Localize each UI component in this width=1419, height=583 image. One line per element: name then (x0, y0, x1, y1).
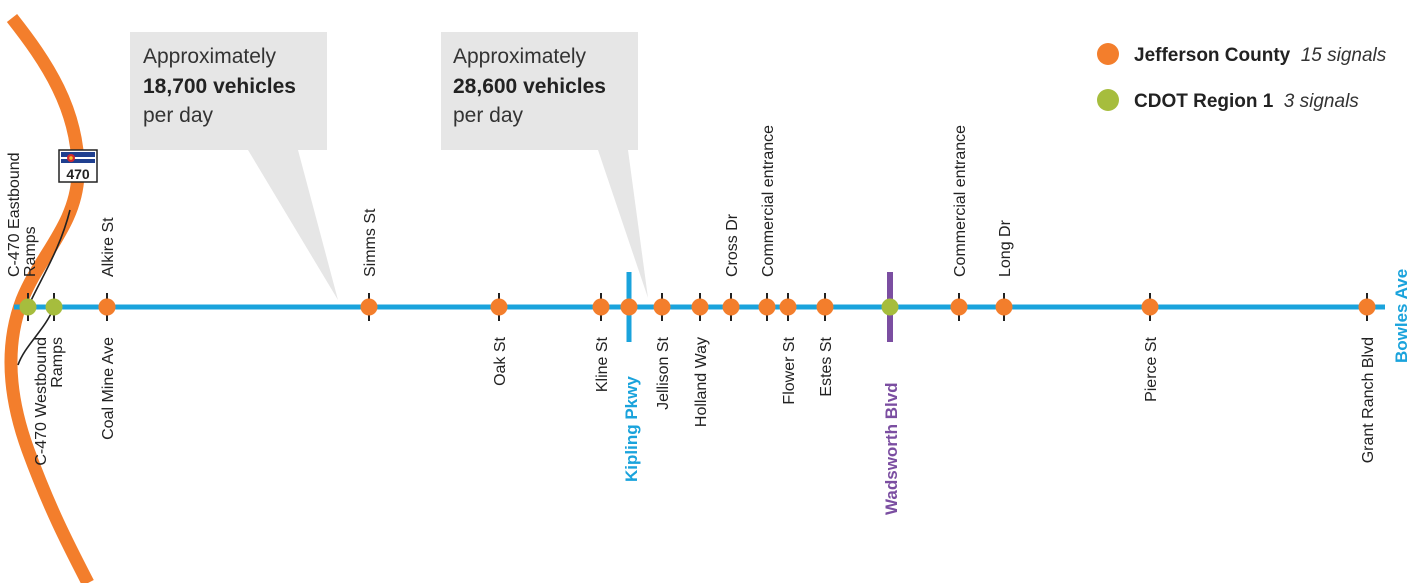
street-label-commercial-2: Commercial entrance (952, 125, 969, 277)
legend-dot-jefferson (1097, 43, 1119, 65)
callout-vehicles: 28,600 vehicles (453, 75, 606, 98)
street-label-holland: Holland Way (693, 337, 710, 427)
callout-vehicles: 18,700 vehicles (143, 75, 296, 98)
street-label-long-dr: Long Dr (997, 219, 1014, 277)
street-label-coal-mine: Coal Mine Ave (100, 337, 117, 440)
legend-detail: 15 signals (1301, 45, 1387, 66)
street-label-pierce: Pierce St (1143, 336, 1160, 401)
callout-line3: per day (453, 104, 524, 127)
street-label-kline: Kline St (594, 336, 611, 392)
street-label-oak: Oak St (492, 336, 509, 385)
bowles-ave-label: Bowles Ave (1392, 269, 1411, 363)
legend-detail: 3 signals (1284, 91, 1359, 112)
shield-number: 470 (66, 166, 90, 182)
street-label-alkire: Alkire St (100, 217, 117, 277)
signal-cross-dr[interactable] (722, 298, 740, 316)
signal-coal-mine[interactable] (98, 298, 116, 316)
street-label-simms: Simms St (362, 208, 379, 277)
signal-kipling[interactable] (620, 298, 638, 316)
callout-line3: per day (143, 104, 214, 127)
signal-estes[interactable] (816, 298, 834, 316)
signal-commercial-2[interactable] (950, 298, 968, 316)
signal-c470-wb[interactable] (45, 298, 63, 316)
callout-line1: Approximately (453, 45, 587, 68)
legend-name: Jefferson County (1134, 45, 1291, 66)
signal-pierce[interactable] (1141, 298, 1159, 316)
street-label-commercial-1: Commercial entrance (760, 125, 777, 277)
traffic-callout-east: Approximately 28,600 vehicles per day (441, 32, 648, 298)
street-label-line: C-470 Eastbound (6, 152, 23, 277)
street-label-line: Ramps (49, 337, 66, 388)
c470-eb-ramp (27, 209, 71, 308)
c470-highway (4, 13, 94, 583)
signal-flower[interactable] (779, 298, 797, 316)
signal-oak[interactable] (490, 298, 508, 316)
signal-c470-eb[interactable] (19, 298, 37, 316)
legend-name: CDOT Region 1 (1134, 91, 1274, 112)
street-label-jellison: Jellison St (655, 336, 672, 409)
signal-markers (19, 293, 1376, 321)
signal-kline[interactable] (592, 298, 610, 316)
signal-long-dr[interactable] (995, 298, 1013, 316)
signal-holland[interactable] (691, 298, 709, 316)
signal-commercial-1[interactable] (758, 298, 776, 316)
street-label-estes: Estes St (818, 336, 835, 396)
legend: Jefferson County 15 signals CDOT Region … (1097, 43, 1387, 112)
wadsworth-blvd-label: Wadsworth Blvd (882, 382, 901, 515)
legend-item-cdot: CDOT Region 1 3 signals (1134, 91, 1359, 112)
street-label-line: Ramps (22, 226, 39, 277)
street-label-cross-dr: Cross Dr (724, 213, 741, 277)
kipling-pkwy-label: Kipling Pkwy (622, 376, 641, 482)
street-label-flower: Flower St (781, 336, 798, 404)
street-label-line: C-470 Westbound (33, 337, 50, 466)
street-label-grant-ranch: Grant Ranch Blvd (1360, 337, 1377, 463)
signal-jellison[interactable] (653, 298, 671, 316)
street-label-c470-wb: C-470 WestboundRamps (33, 337, 66, 466)
colorado-highway-shield-icon: 470 (58, 149, 98, 183)
callout-line1: Approximately (143, 45, 277, 68)
signal-simms[interactable] (360, 298, 378, 316)
signal-grant-ranch[interactable] (1358, 298, 1376, 316)
traffic-callout-west: Approximately 18,700 vehicles per day (130, 32, 338, 300)
signal-wadsworth[interactable] (881, 298, 899, 316)
legend-dot-cdot (1097, 89, 1119, 111)
street-label-c470-eb: C-470 EastboundRamps (6, 152, 39, 277)
legend-item-jefferson: Jefferson County 15 signals (1134, 45, 1387, 66)
